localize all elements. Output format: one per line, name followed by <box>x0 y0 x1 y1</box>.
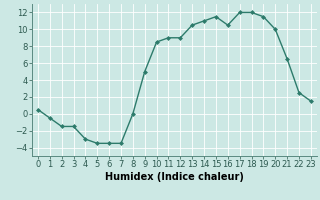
X-axis label: Humidex (Indice chaleur): Humidex (Indice chaleur) <box>105 172 244 182</box>
